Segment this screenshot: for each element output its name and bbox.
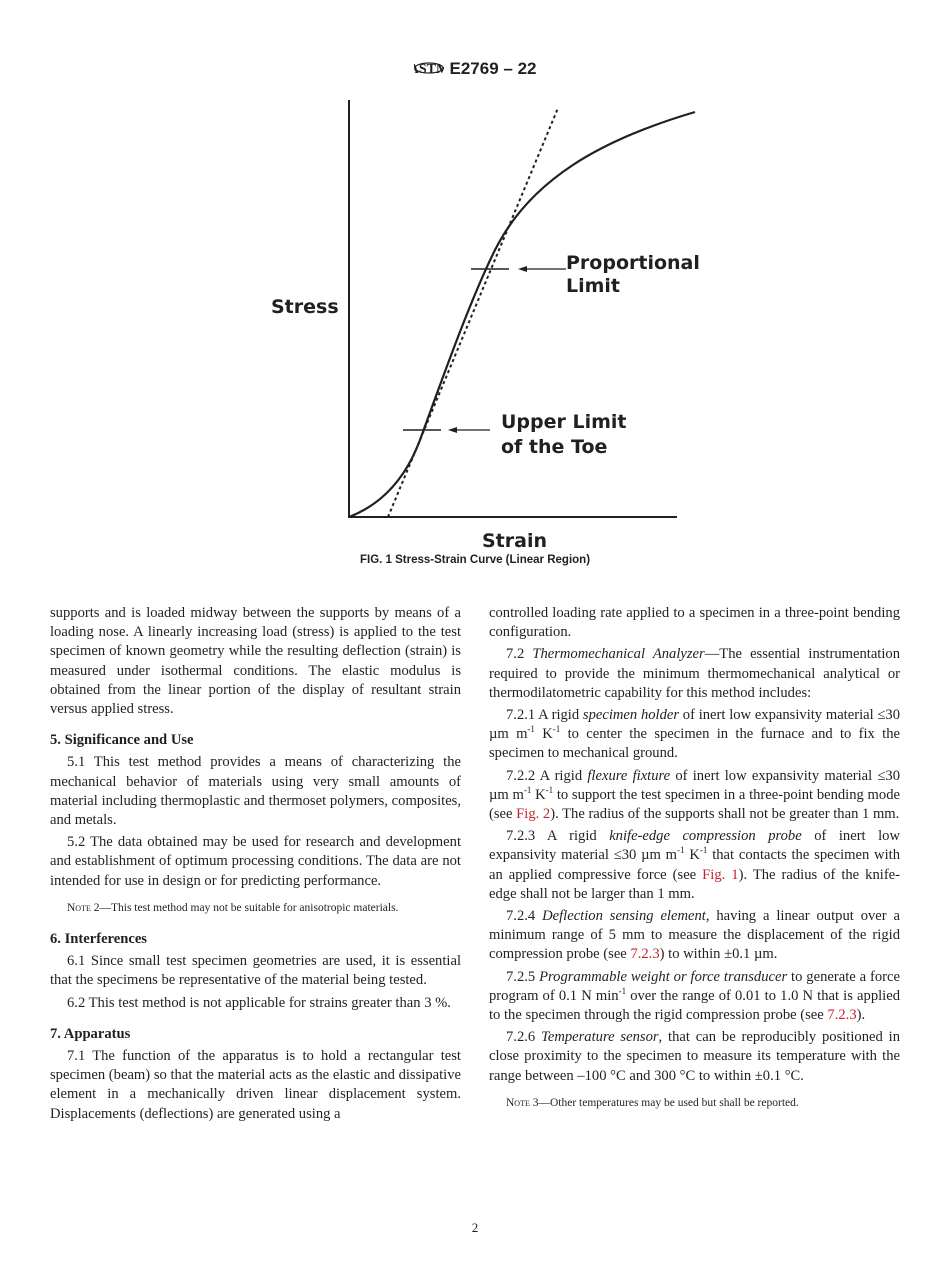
proportional-limit-label: Limit [566, 275, 620, 297]
note: Note 2—This test method may not be suita… [50, 899, 461, 918]
cross-reference-link[interactable]: Fig. 2 [516, 806, 551, 823]
text-run: 7. Apparatus [50, 1025, 131, 1042]
text-run: knife-edge compression probe [609, 828, 802, 845]
section-heading: 6. Interferences [50, 930, 461, 949]
stress-strain-curve [348, 110, 696, 519]
text-run: K [534, 726, 553, 743]
text-run: -1 [699, 845, 708, 856]
text-run: 7.2.6 [506, 1029, 542, 1046]
arrowhead [448, 427, 457, 433]
text-run: ). [856, 1007, 866, 1024]
text-run: Thermomechanical Analyzer [532, 646, 705, 663]
text-run: , that can be reproducibly positioned in… [489, 1029, 900, 1084]
toe-limit-label: Upper Limit [501, 411, 627, 433]
text-run: supports and is loaded midway between th… [50, 605, 461, 718]
text-run: —The essential instrumentation required … [489, 646, 901, 701]
paragraph: 6.2 This test method is not applicable f… [50, 994, 461, 1013]
text-run: Deflection sensing element [542, 908, 706, 925]
paragraph: controlled loading rate applied to a spe… [489, 604, 900, 642]
section-heading: 7. Apparatus [50, 1025, 461, 1044]
note: Note 3—Other temperatures may be used bu… [489, 1094, 900, 1113]
text-run: -1 [552, 724, 561, 735]
paragraph: 7.2 Thermomechanical Analyzer—The essent… [489, 645, 900, 703]
text-run: of inert low expansivity material ≤30 µm… [489, 828, 900, 864]
figure-caption: FIG. 1 Stress-Strain Curve (Linear Regio… [359, 554, 591, 566]
text-run: , having a linear output over a minimum … [489, 908, 900, 963]
text-run: Temperature sensor [541, 1029, 659, 1046]
text-run: -1 [677, 845, 685, 856]
text-run: 6.2 This test method is not applicable f… [67, 994, 451, 1011]
paragraph: supports and is loaded midway between th… [50, 604, 461, 719]
text-run: 7.2.5 [506, 968, 540, 985]
text-run: controlled loading rate applied to a spe… [489, 605, 900, 641]
paragraph: 7.2.2 A rigid flexure fixture of inert l… [489, 767, 900, 825]
svg-text:ASTM: ASTM [414, 62, 444, 77]
toe-limit-label: of the Toe [501, 436, 607, 458]
text-run: flexure fixture [587, 767, 671, 784]
text-run: Programmable weight or force transducer [539, 968, 788, 985]
astm-logo-icon: ASTM [408, 62, 448, 77]
paragraph: 7.2.1 A rigid specimen holder of inert l… [489, 706, 900, 764]
text-run: 7.1 The function of the apparatus is to … [50, 1048, 461, 1122]
text-run: -1 [523, 784, 532, 795]
text-run: ). The radius of the knife-edge shall no… [489, 866, 901, 902]
paragraph: 7.1 The function of the apparatus is to … [50, 1047, 461, 1124]
proportional-limit-label: Proportional [566, 252, 700, 274]
paragraph: 7.2.6 Temperature sensor, that can be re… [489, 1028, 900, 1086]
text-run: 2—This test method may not be suitable f… [90, 901, 399, 914]
left-column: supports and is loaded midway between th… [50, 604, 461, 1127]
y-axis-label: Stress [271, 296, 339, 318]
text-run: 7.2 [506, 646, 533, 663]
text-run: Note [506, 1096, 530, 1109]
text-run: to center the specimen in the furnace an… [489, 726, 900, 762]
paragraph: 7.2.5 Programmable weight or force trans… [489, 968, 900, 1026]
paragraph: 7.2.4 Deflection sensing element, having… [489, 907, 900, 965]
text-run: to support the test specimen in a three-… [489, 786, 900, 823]
text-run: 5. Significance and Use [50, 732, 194, 749]
text-run: ) to within ±0.1 µm. [659, 946, 778, 963]
text-run: 5.2 The data obtained may be used for re… [50, 834, 461, 889]
text-run: K [684, 847, 700, 864]
paragraph: 6.1 Since small test specimen geometries… [50, 952, 461, 990]
stress-strain-figure: Stress Strain Proportional Limit Upper L… [271, 100, 700, 552]
designation: E2769 – 22 [449, 59, 537, 78]
x-axis-label: Strain [482, 530, 547, 552]
text-run: 5.1 This test method provides a means of… [50, 754, 461, 829]
section-heading: 5. Significance and Use [50, 731, 461, 750]
text-run: over the range of 0.01 to 1.0 N that is … [489, 987, 900, 1024]
cross-reference-link[interactable]: 7.2.3 [827, 1007, 857, 1024]
text-run: 3—Other temperatures may be used but sha… [529, 1096, 799, 1109]
right-column: controlled loading rate applied to a spe… [489, 604, 900, 1123]
text-run: of inert low expansivity material ≤30 µm… [489, 767, 901, 803]
arrowhead [518, 266, 527, 272]
text-run: 7.2.3 A rigid [506, 828, 610, 845]
paragraph: 5.1 This test method provides a means of… [50, 753, 461, 830]
text-run: 7.2.4 [506, 908, 543, 925]
text-run: 7.2.2 A rigid [506, 767, 588, 784]
text-run: 6.1 Since small test specimen geometries… [50, 953, 461, 989]
paragraph: 7.2.3 A rigid knife-edge compression pro… [489, 827, 900, 904]
text-run: Note [67, 901, 91, 914]
text-run: -1 [618, 986, 627, 996]
page-number: 2 [471, 1220, 479, 1235]
text-run: 7.2.1 A rigid [506, 707, 583, 724]
text-run: of inert low expansivity material ≤30 µm… [489, 707, 900, 743]
text-run: specimen holder [582, 707, 680, 724]
text-run: K [531, 786, 546, 803]
cross-reference-link[interactable]: Fig. 1 [702, 866, 739, 883]
cross-reference-link[interactable]: 7.2.3 [630, 946, 660, 963]
text-run: that contacts the specimen with an appli… [489, 847, 900, 883]
page-header: ASTM E2769 – 22 [0, 56, 950, 80]
linear-fit-dotted-line [387, 107, 559, 518]
text-run: -1 [527, 724, 535, 735]
text-run: -1 [545, 784, 554, 795]
text-run: to generate a force program of 0.1 N min [489, 968, 900, 1004]
paragraph: 5.2 The data obtained may be used for re… [50, 833, 461, 891]
text-run: ). The radius of the supports shall not … [550, 806, 900, 823]
text-run: 6. Interferences [50, 931, 147, 948]
